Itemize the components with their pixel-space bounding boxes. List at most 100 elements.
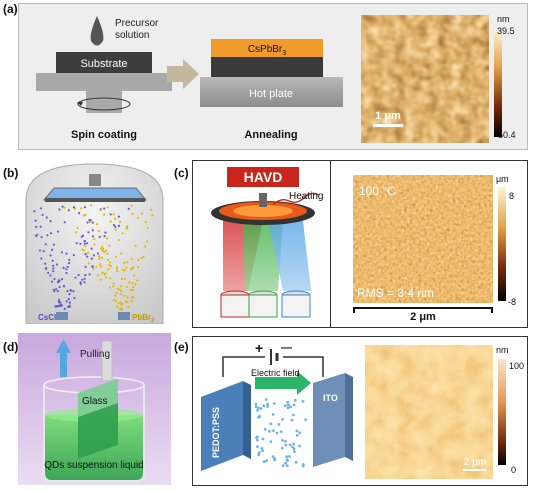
- afm-c-min: -8: [508, 297, 517, 307]
- cscl-particle: [83, 242, 86, 245]
- nanocrystal-particle: [254, 405, 258, 409]
- cscl-particle: [88, 273, 91, 276]
- cscl-particle: [117, 215, 120, 218]
- pbbr2-particle: [131, 288, 134, 292]
- afm-e-scalebar: [463, 469, 487, 471]
- cscl-particle: [74, 276, 77, 279]
- nanocrystal-particle: [272, 402, 276, 405]
- pbbr2-particle: [112, 213, 115, 216]
- cscl-particle: [61, 205, 64, 208]
- substrate-holder: [89, 174, 101, 186]
- cscl-particle: [83, 277, 86, 280]
- cscl-particle: [86, 242, 89, 245]
- pbbr2-particle: [109, 277, 112, 280]
- pbbr2-particle: [114, 228, 117, 231]
- pbbr2-particle: [99, 209, 102, 212]
- afm-c-temp: 100 °C: [359, 184, 396, 198]
- afm-c-scale-label: 2 μm: [410, 311, 436, 323]
- cscl-particle: [52, 264, 55, 267]
- cscl-particle: [62, 266, 65, 269]
- afm-e-unit: nm: [496, 345, 509, 355]
- pedot-label: PEDOT:PSS: [211, 407, 221, 458]
- cscl-particle: [57, 279, 60, 282]
- pull-arrow-icon: [60, 351, 67, 377]
- cscl-particle: [58, 286, 61, 289]
- pbbr2-particle: [104, 276, 107, 279]
- panel-d: Pulling Glass QDs suspension liquid: [18, 333, 171, 485]
- crucible-red: [220, 294, 250, 318]
- pbbr2-particle: [150, 208, 153, 211]
- pbbr2-particle: [146, 227, 149, 230]
- cscl-particle: [52, 288, 55, 291]
- nanocrystal-particle: [272, 429, 275, 432]
- cscl-particle: [68, 305, 71, 308]
- nanocrystal-particle: [284, 461, 287, 465]
- nanocrystal-particle: [271, 413, 275, 416]
- precursor-label-2: solution: [115, 30, 149, 41]
- cscl-particle: [52, 243, 56, 246]
- pbbr2-particle: [63, 206, 66, 209]
- nanocrystal-particle: [255, 436, 258, 440]
- pbbr2-particle: [99, 263, 102, 266]
- nanocrystal-particle: [254, 402, 258, 406]
- pbbr2-particle: [115, 291, 118, 294]
- cscl-particle: [109, 213, 112, 216]
- nanocrystal-particle: [298, 431, 302, 435]
- precursor-label: Precursor: [115, 18, 159, 29]
- pbbr2-particle: [123, 277, 126, 281]
- pbbr2-particle: [107, 268, 110, 271]
- cscl-particle: [44, 262, 47, 265]
- afm-c-colorbar: [498, 187, 506, 301]
- film-label: CsPbBr3: [248, 44, 286, 57]
- pbbr2-particle: [106, 258, 110, 261]
- pbbr2-particle: [101, 247, 105, 250]
- panel-c-afm-image: 100 °C RMS = 3.4 nm: [353, 175, 493, 303]
- battery-minus: —: [281, 342, 292, 354]
- pbbr2-crucible: [118, 312, 130, 320]
- havd-banner: [227, 167, 299, 187]
- cscl-particle: [49, 232, 53, 235]
- pbbr2-particle: [99, 278, 103, 281]
- step-annealing: Annealing: [244, 129, 297, 141]
- pbbr2-particle: [119, 301, 122, 304]
- pbbr2-particle: [128, 281, 131, 284]
- pbbr2-particle: [116, 270, 119, 273]
- panel-a: Precursor solution Substrate Spin coatin…: [18, 3, 528, 150]
- nanocrystal-particle: [281, 417, 284, 421]
- cscl-particle: [77, 273, 80, 277]
- cscl-particle: [69, 288, 72, 292]
- pbbr2-particle: [114, 255, 117, 258]
- panel-b-diagram: CsCl PbBr2: [25, 163, 164, 325]
- afm-a-scalebar: [373, 124, 403, 127]
- cscl-particle: [67, 305, 70, 308]
- nanocrystal-particle: [269, 422, 273, 426]
- hot-plate: [200, 77, 343, 107]
- nanocrystal-particle: [286, 459, 289, 462]
- panel-e: + — Electric field PEDOT:PSS ITO 2 μm nm…: [192, 336, 528, 486]
- cscl-particle: [60, 304, 64, 307]
- nanocrystal-particle: [277, 423, 281, 426]
- pbbr2-particle: [104, 249, 108, 252]
- panel-e-label: (e): [174, 340, 189, 354]
- nanocrystal-particle: [261, 449, 264, 453]
- cscl-particle: [72, 254, 75, 257]
- nanocrystal-particle: [262, 404, 266, 408]
- cscl-particle: [49, 220, 52, 223]
- nanocrystal-particle: [273, 458, 277, 462]
- cscl-particle: [55, 263, 59, 266]
- nanocrystal-particle: [266, 405, 269, 408]
- nanocrystal-particle: [292, 447, 296, 451]
- nanocrystal-particle: [304, 418, 308, 421]
- pbbr2-particle: [131, 212, 134, 215]
- pbbr2-particle: [133, 274, 136, 277]
- pbbr2-particle: [108, 264, 111, 267]
- cscl-particle: [65, 268, 68, 271]
- cscl-particle: [97, 252, 100, 255]
- pbbr2-particle: [144, 245, 147, 248]
- pbbr2-particle: [119, 293, 122, 296]
- pbbr2-particle: [137, 258, 140, 261]
- nanocrystal-particle: [288, 443, 292, 447]
- nanocrystal-particle: [271, 455, 275, 459]
- cscl-particle: [84, 253, 87, 256]
- cscl-particle: [40, 236, 43, 239]
